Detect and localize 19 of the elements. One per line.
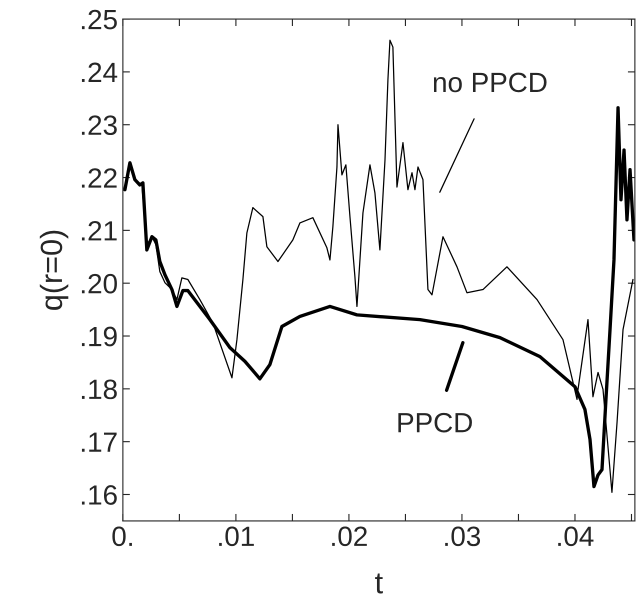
y-tick-label: .20 (82, 274, 117, 294)
y-axis-title: q(r=0) (40, 230, 68, 310)
y-tick-label: .23 (82, 115, 117, 136)
y-tick-label: .21 (82, 221, 117, 240)
x-tick-label: .03 (445, 526, 480, 546)
y-tick-label: .17 (82, 432, 117, 452)
annotation: PPCD (398, 412, 472, 433)
x-axis-title: t (375, 573, 383, 594)
y-tick-label: .22 (82, 168, 117, 188)
x-tick-label: .02 (332, 526, 367, 546)
x-tick-label: .04 (558, 526, 594, 546)
y-tick-label: .24 (82, 62, 118, 82)
y-tick-label: .25 (82, 10, 117, 30)
annotation: no PPCD (434, 72, 547, 92)
x-tick-label: 0. (112, 526, 132, 546)
x-tick-label: .01 (219, 526, 254, 546)
y-tick-label: .19 (82, 326, 117, 346)
y-tick-label: .16 (82, 485, 117, 505)
y-tick-label: .18 (82, 380, 117, 400)
